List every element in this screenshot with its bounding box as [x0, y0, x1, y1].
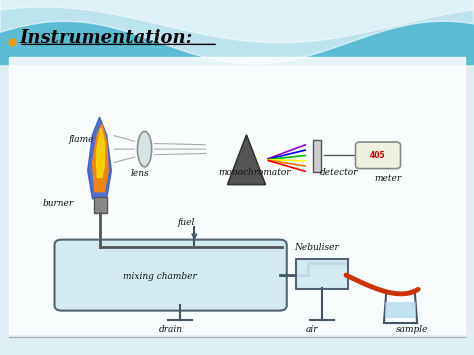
Text: burner: burner	[43, 199, 74, 208]
Text: fuel: fuel	[178, 218, 195, 228]
Text: drain: drain	[159, 325, 183, 334]
Text: lens: lens	[130, 169, 149, 178]
FancyBboxPatch shape	[313, 140, 321, 172]
Text: meter: meter	[374, 174, 401, 183]
Polygon shape	[92, 124, 108, 192]
Text: monochromator: monochromator	[218, 168, 291, 177]
Bar	[9, 57, 465, 334]
Text: air: air	[306, 325, 318, 334]
Ellipse shape	[137, 131, 152, 167]
Text: Instrumentation:: Instrumentation:	[19, 29, 192, 47]
Polygon shape	[88, 117, 111, 199]
FancyBboxPatch shape	[55, 240, 287, 311]
FancyBboxPatch shape	[356, 142, 401, 169]
FancyBboxPatch shape	[296, 259, 348, 289]
FancyBboxPatch shape	[94, 197, 107, 213]
Polygon shape	[385, 302, 416, 318]
Text: flame: flame	[69, 135, 94, 144]
Text: 405: 405	[370, 151, 385, 160]
Text: detector: detector	[320, 168, 358, 177]
Polygon shape	[228, 135, 265, 185]
Text: Nebuliser: Nebuliser	[294, 243, 338, 252]
Text: mixing chamber: mixing chamber	[123, 272, 197, 281]
Polygon shape	[96, 128, 104, 178]
Text: sample: sample	[396, 325, 428, 334]
Polygon shape	[0, 0, 474, 64]
